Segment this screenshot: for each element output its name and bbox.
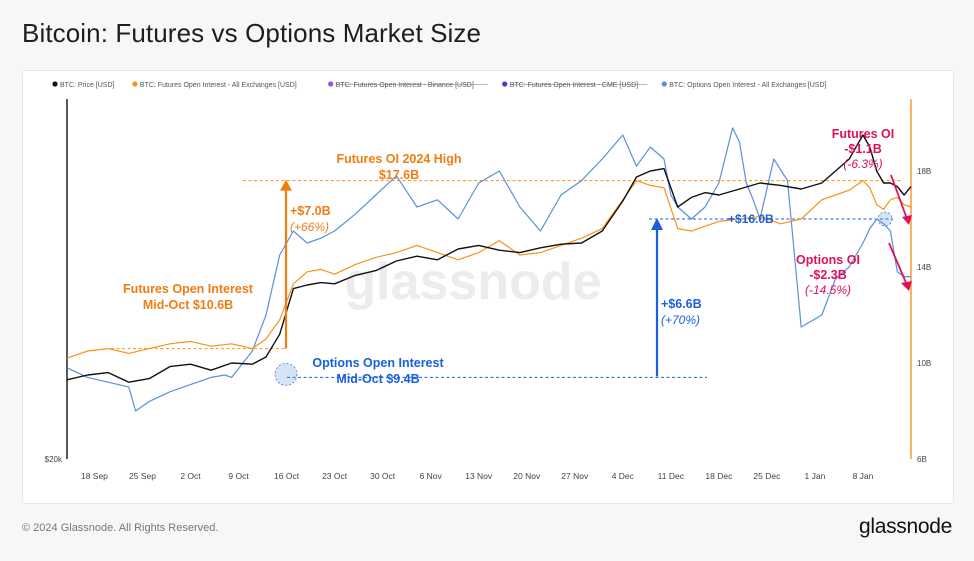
x-tick-label: 2 Oct	[180, 471, 201, 481]
futures-drop-arrow	[890, 174, 908, 220]
x-tick-label: 13 Nov	[465, 471, 493, 481]
series-lines[interactable]	[66, 127, 912, 412]
y-right-tick-label: 6B	[917, 455, 927, 464]
price-series-line[interactable]	[66, 134, 912, 383]
anno-futures-mid-value: Mid-Oct $10.6B	[143, 298, 233, 312]
legend-label: BTC: Futures Open Interest - CME [USD]	[510, 82, 638, 89]
legend-marker	[52, 81, 58, 87]
anno-futures-drop-pct: (-6.3%)	[843, 157, 882, 171]
anno-futures-drop-title: Futures OI	[832, 127, 895, 141]
legend-marker	[132, 81, 138, 87]
reference-lines	[111, 180, 901, 378]
legend-label: BTC: Options Open Interest - All Exchang…	[669, 82, 826, 89]
page-title: Bitcoin: Futures vs Options Market Size	[22, 18, 482, 48]
y-right-tick-label: 18B	[917, 167, 931, 176]
watermark-text: glassnode	[344, 253, 601, 311]
legend-item[interactable]: BTC: Options Open Interest - All Exchang…	[661, 81, 827, 89]
x-tick-label: 25 Sep	[129, 471, 156, 481]
legend-item[interactable]: BTC: Price [USD]	[52, 81, 115, 89]
x-tick-label: 18 Dec	[705, 471, 733, 481]
anno-options-level: +$16.0B	[728, 212, 774, 226]
legend-label: BTC: Price [USD]	[60, 82, 115, 89]
highlight-circle	[274, 362, 298, 386]
legend-item[interactable]: BTC: Futures Open Interest - Binance [US…	[328, 81, 488, 89]
anno-futures-mid-title: Futures Open Interest	[123, 282, 254, 296]
legend-label: BTC: Futures Open Interest - All Exchang…	[140, 82, 297, 89]
watermark: glassnode	[344, 253, 601, 311]
anno-options-drop-abs: -$2.3B	[809, 268, 847, 282]
options-drop-arrow	[888, 242, 908, 286]
anno-futures-high-title: Futures OI 2024 High	[336, 152, 461, 166]
x-tick-label: 8 Jan	[853, 471, 874, 481]
x-tick-label: 1 Jan	[805, 471, 826, 481]
legend-item[interactable]: BTC: Futures Open Interest - CME [USD]	[502, 81, 648, 89]
anno-futures-drop-abs: -$1.1B	[844, 142, 882, 156]
legend[interactable]: BTC: Price [USD] BTC: Futures Open Intere…	[52, 81, 827, 89]
anno-options-drop-title: Options OI	[796, 253, 860, 267]
y-right-tick-label: 10B	[917, 359, 931, 368]
annotations: Futures OI 2024 High $17.6B Futures Open I…	[123, 127, 912, 386]
anno-options-mid-title: Options Open Interest	[312, 356, 444, 370]
x-tick-label: 18 Sep	[81, 471, 108, 481]
x-tick-label: 6 Nov	[420, 471, 443, 481]
x-tick-label: 9 Oct	[228, 471, 249, 481]
brand-logo[interactable]: glassnode	[858, 515, 952, 538]
chart-card: BTC: Price [USD] BTC: Futures Open Intere…	[22, 70, 954, 504]
anno-options-change-pct: (+70%)	[661, 313, 700, 327]
anno-options-drop-pct: (-14.5%)	[805, 283, 851, 297]
x-tick-label: 16 Oct	[274, 471, 300, 481]
legend-marker	[502, 81, 508, 87]
copyright-text: © 2024 Glassnode. All Rights Reserved.	[22, 522, 219, 534]
futures-increase-arrowhead	[280, 179, 292, 191]
anno-options-mid-value: Mid-Oct $9.4B	[336, 372, 419, 386]
options-oi-series-line[interactable]	[66, 127, 911, 412]
x-tick-label: 30 Oct	[370, 471, 396, 481]
legend-label: BTC: Futures Open Interest - Binance [US…	[336, 82, 474, 89]
chart-svg: BTC: Price [USD] BTC: Futures Open Intere…	[45, 81, 931, 481]
legend-item[interactable]: BTC: Futures Open Interest - All Exchang…	[132, 81, 297, 89]
x-tick-label: 4 Dec	[612, 471, 635, 481]
y-right-tick-label: 14B	[917, 263, 931, 272]
x-tick-label: 20 Nov	[513, 471, 541, 481]
x-tick-label: 27 Nov	[561, 471, 589, 481]
options-increase-arrowhead	[651, 218, 663, 230]
anno-futures-change-pct: (+66%)	[290, 220, 329, 234]
x-tick-label: 23 Oct	[322, 471, 348, 481]
anno-futures-high-value: $17.6B	[379, 168, 419, 182]
highlight-circle	[877, 211, 893, 227]
anno-futures-change-abs: +$7.0B	[290, 204, 331, 218]
anno-options-change-abs: +$6.6B	[661, 297, 702, 311]
chart-axes: $20k 6B 10B 14B 18B 18 Sep 25 Sep 2 Oct 9 Oct 16 …	[45, 99, 931, 481]
futures-drop-arrowhead	[902, 215, 912, 225]
legend-marker	[661, 81, 667, 87]
futures-oi-series-line[interactable]	[66, 179, 912, 359]
y-left-tick-label: $20k	[45, 455, 63, 464]
legend-marker	[328, 81, 334, 87]
x-tick-label: 25 Dec	[753, 471, 781, 481]
options-drop-arrowhead	[901, 281, 912, 291]
x-tick-label: 11 Dec	[658, 471, 685, 481]
